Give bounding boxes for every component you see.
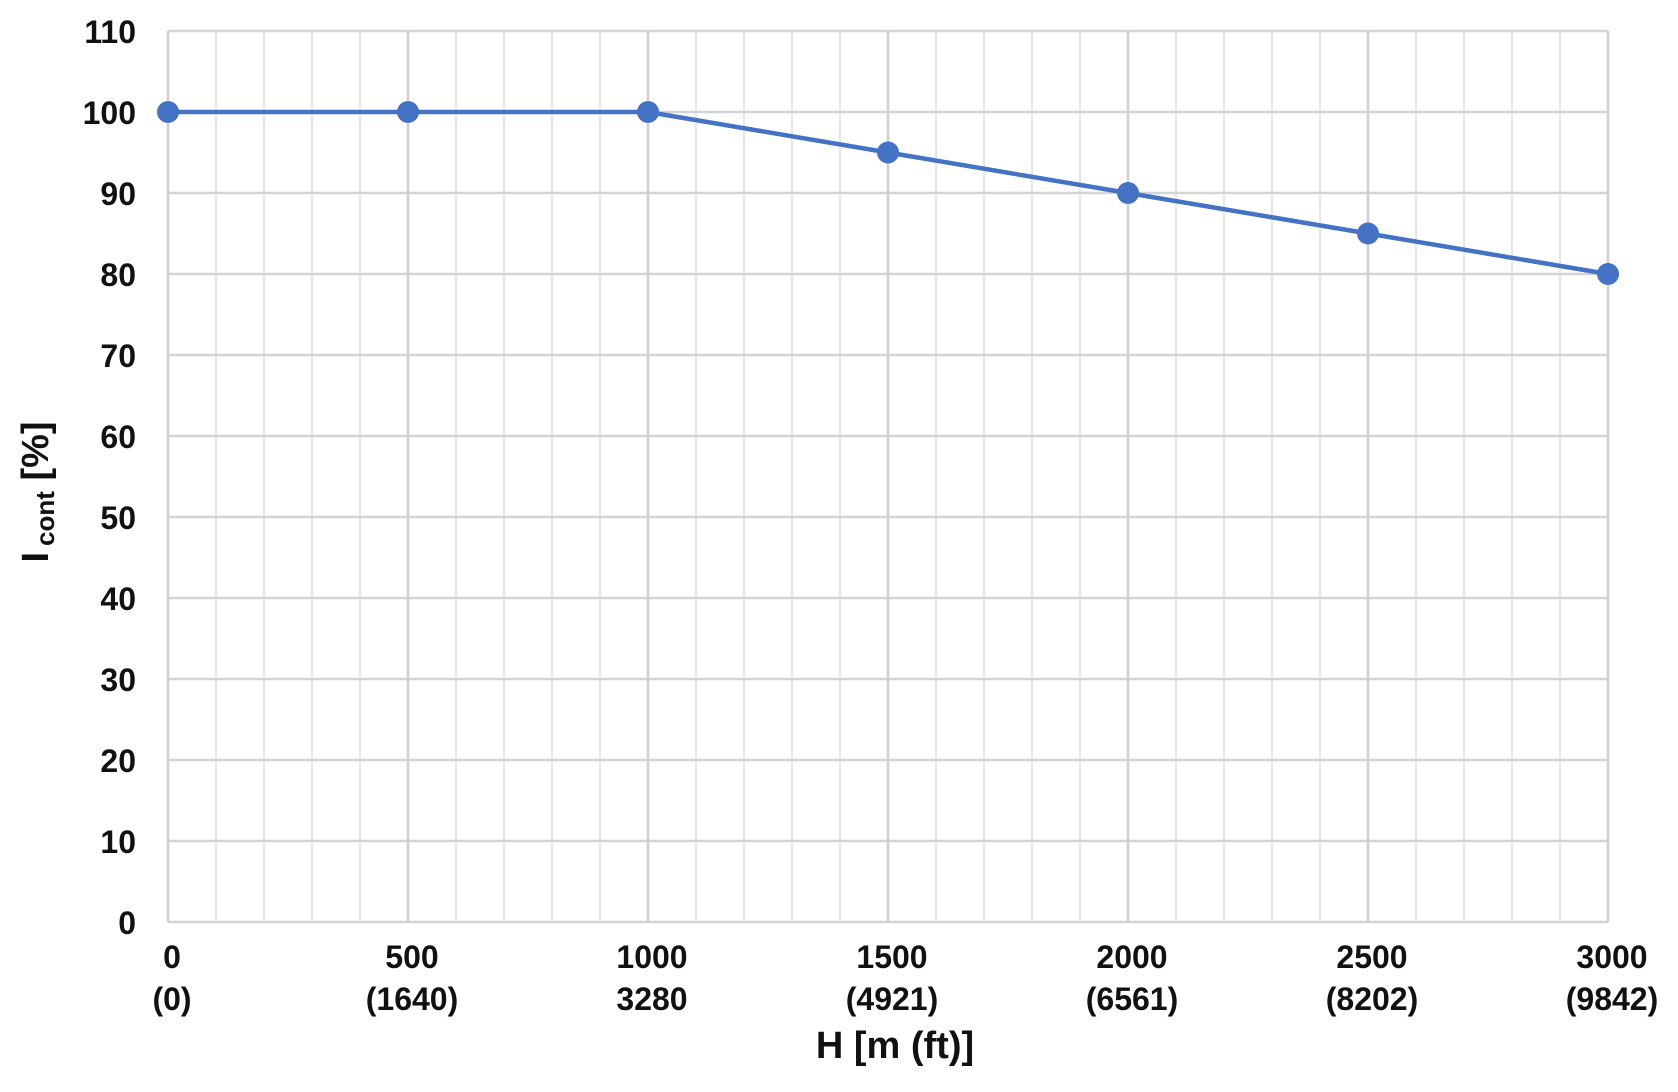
y-axis-label-main: I — [15, 552, 57, 563]
y-tick-label: 60 — [100, 419, 136, 455]
y-tick-label: 70 — [100, 338, 136, 374]
x-axis-label: H [m (ft)] — [816, 1025, 974, 1067]
x-tick-sublabel: (0) — [152, 981, 191, 1017]
data-point — [1117, 182, 1139, 204]
y-axis-label: Icont [%] — [15, 421, 60, 562]
x-tick-sublabel: (1640) — [366, 981, 459, 1017]
x-tick-sublabel: (8202) — [1326, 981, 1419, 1017]
x-tick-label: 2500 — [1336, 939, 1407, 975]
y-tick-label: 10 — [100, 824, 136, 860]
x-axis-tick-labels: 0 (0) 500 (1640) 1000 3280 1500 (4921) 2000 (6561… — [152, 939, 1658, 1017]
data-point — [1357, 222, 1379, 245]
data-point — [637, 101, 659, 123]
x-tick-label: 3000 — [1576, 939, 1647, 975]
y-tick-label: 30 — [100, 662, 136, 698]
y-tick-label: 50 — [100, 500, 136, 536]
series-layer — [157, 101, 1619, 285]
x-tick-sublabel: (9842) — [1566, 981, 1659, 1017]
y-axis-label-subscript: cont — [30, 491, 60, 546]
x-tick-sublabel: 3280 — [616, 981, 687, 1017]
data-point — [157, 101, 179, 123]
minor-grid — [215, 31, 1561, 922]
x-tick-label: 1000 — [616, 939, 687, 975]
y-tick-label: 20 — [100, 743, 136, 779]
x-tick-sublabel: (6561) — [1086, 981, 1179, 1017]
y-tick-label: 80 — [100, 257, 136, 293]
x-tick-label: 500 — [385, 939, 438, 975]
data-point — [877, 141, 899, 164]
y-tick-label: 100 — [83, 95, 136, 131]
data-point — [397, 101, 419, 123]
major-grid — [166, 29, 1610, 924]
y-tick-label: 40 — [100, 581, 136, 617]
y-axis-label-suffix: [%] — [15, 421, 57, 491]
y-axis-tick-labels: 0 10 20 30 40 50 60 70 80 90 100 110 — [83, 14, 136, 941]
y-tick-label: 90 — [100, 176, 136, 212]
y-tick-label: 0 — [118, 905, 136, 941]
y-tick-label: 110 — [84, 14, 136, 50]
x-tick-label: 2000 — [1096, 939, 1167, 975]
x-tick-label: 0 — [163, 939, 181, 975]
x-tick-label: 1500 — [856, 939, 927, 975]
data-point — [1597, 263, 1619, 285]
x-tick-sublabel: (4921) — [846, 981, 939, 1017]
